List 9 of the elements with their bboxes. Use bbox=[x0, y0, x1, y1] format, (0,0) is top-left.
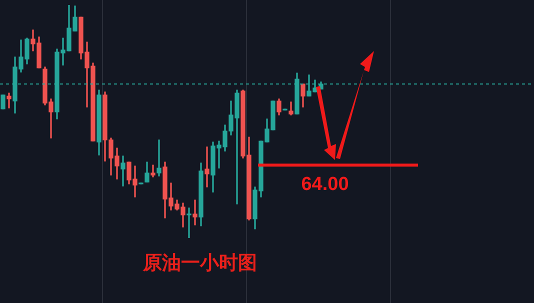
candlestick bbox=[204, 146, 210, 188]
annotation: 64.00 bbox=[301, 174, 349, 195]
candlestick bbox=[120, 156, 126, 186]
candlestick bbox=[6, 92, 12, 108]
candlestick bbox=[192, 200, 198, 226]
candlestick bbox=[186, 208, 192, 238]
candlestick bbox=[156, 140, 162, 176]
candlestick bbox=[150, 164, 156, 178]
text: 原油一小时图 bbox=[142, 252, 258, 276]
